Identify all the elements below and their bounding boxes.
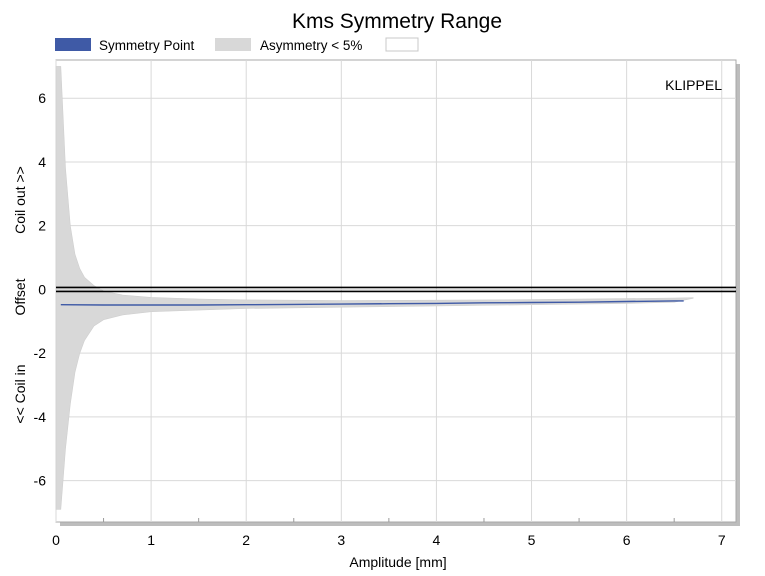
asymmetry-band — [55, 66, 694, 510]
x-axis-label: Amplitude [mm] — [349, 554, 446, 570]
legend-swatch-symmetry-point — [55, 38, 91, 51]
x-tick-label-5: 5 — [528, 532, 536, 548]
symmetry-point-series — [60, 300, 684, 306]
y-tick-label-3: 0 — [38, 281, 46, 297]
y-axis-label-middle: Offset — [12, 278, 28, 315]
y-tick-label-1: 4 — [38, 154, 46, 170]
legend-swatch-asymmetry — [215, 38, 251, 51]
asymmetry-band-area — [55, 66, 694, 510]
chart-title: Kms Symmetry Range — [292, 10, 502, 33]
x-tick-label-3: 3 — [337, 532, 345, 548]
y-tick-label-5: -4 — [34, 409, 47, 425]
x-tick-label-4: 4 — [433, 532, 441, 548]
minor-ticks — [103, 518, 675, 522]
legend-label-asymmetry: Asymmetry < 5% — [260, 38, 362, 53]
symmetry-point-line — [60, 300, 684, 306]
y-tick-label-2: 2 — [38, 218, 46, 234]
zero-line — [56, 286, 736, 293]
legend-swatch-blank — [385, 37, 419, 52]
x-tick-label-0: 0 — [52, 532, 60, 548]
x-tick-label-2: 2 — [242, 532, 250, 548]
x-tick-label-1: 1 — [147, 532, 155, 548]
legend: Symmetry Point Asymmetry < 5% — [55, 37, 419, 53]
x-tick-label-6: 6 — [623, 532, 631, 548]
y-tick-labels: 6 4 2 0 -2 -4 -6 — [34, 90, 47, 488]
x-tick-label-7: 7 — [718, 532, 726, 548]
y-tick-label-6: -6 — [34, 473, 47, 489]
y-axis-label-bottom: << Coil in — [12, 364, 28, 423]
y-axis-label-top: Coil out >> — [12, 166, 28, 234]
y-tick-label-0: 6 — [38, 90, 46, 106]
klippel-watermark: KLIPPEL — [665, 77, 722, 93]
legend-label-symmetry-point: Symmetry Point — [99, 38, 195, 53]
y-tick-label-4: -2 — [34, 345, 47, 361]
x-tick-labels: 0 1 2 3 4 5 6 7 — [52, 532, 726, 548]
